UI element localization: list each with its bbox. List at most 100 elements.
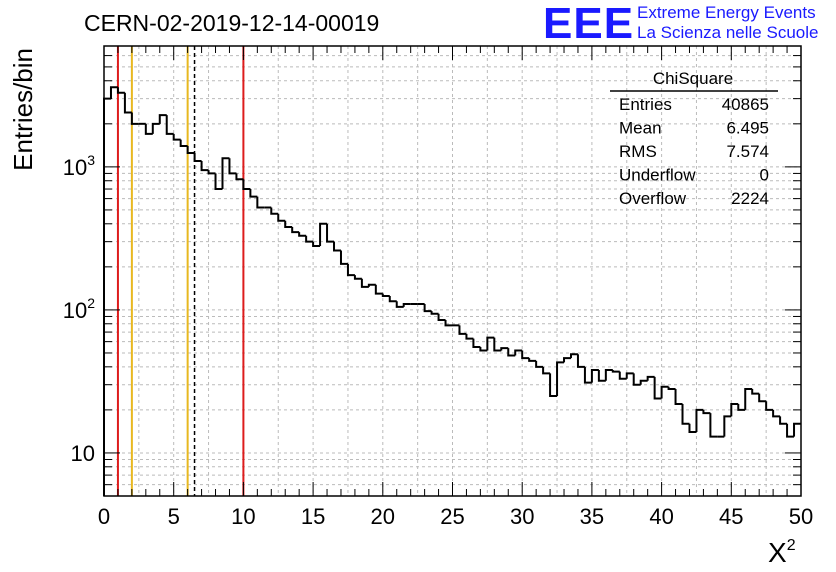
histogram-bin: [388, 296, 397, 303]
histogram-bin: [751, 388, 760, 395]
histogram-bin: [625, 372, 634, 379]
histogram-bin: [500, 347, 509, 351]
histogram-bin: [444, 320, 453, 327]
histogram-bin: [228, 158, 237, 175]
histogram-bin: [221, 157, 230, 190]
histogram-bin: [549, 373, 558, 398]
histogram-bin: [681, 403, 690, 425]
histogram-bin: [556, 361, 565, 397]
y-tick-label-exp: 2: [87, 295, 95, 311]
histogram-bin: [423, 303, 432, 313]
logo-line-2: La Scienza nelle Scuole: [637, 23, 819, 42]
histogram-bin: [284, 220, 293, 228]
x-tick-label: 35: [580, 504, 604, 529]
histogram-bin: [458, 325, 467, 335]
histogram-bin: [583, 366, 592, 384]
histogram-bin: [242, 179, 251, 191]
histogram-bin: [339, 250, 348, 265]
histogram-bin: [103, 97, 111, 496]
histogram-bin: [333, 241, 341, 252]
histogram-bin: [193, 153, 202, 162]
x-tick-label: 20: [371, 504, 395, 529]
x-axis-label-sup: 2: [787, 537, 796, 554]
histogram-bin: [353, 275, 362, 280]
histogram-bin: [611, 370, 620, 373]
histogram-bin: [326, 223, 335, 243]
x-tick-label: 15: [301, 504, 325, 529]
histogram-bin: [165, 115, 174, 135]
stats-row-label: Entries: [619, 95, 672, 114]
histogram-bin: [305, 235, 314, 243]
histogram-bin: [291, 226, 300, 234]
histogram-bin: [381, 293, 390, 298]
histogram-bin: [528, 358, 537, 362]
stats-box: ChiSquare Entries 40865 Mean 6.495 RMS 7.574 U…: [610, 69, 778, 208]
histogram-series: [103, 86, 801, 496]
y-tick-label: 103: [63, 152, 95, 180]
y-tick-label-exp: 3: [87, 152, 95, 168]
histogram-bin: [116, 87, 125, 94]
histogram-bin: [632, 373, 641, 386]
histogram-bin: [521, 350, 530, 360]
x-axis-label-base: X: [768, 537, 787, 568]
histogram-bin: [597, 370, 606, 382]
histogram-bin: [730, 402, 739, 417]
histogram-bin: [214, 173, 223, 191]
logo-line-1: Extreme Energy Events: [637, 3, 816, 22]
y-tick-label: 102: [63, 295, 95, 323]
x-tick-label: 5: [168, 504, 180, 529]
histogram-bin: [235, 173, 244, 181]
x-tick-label: 25: [440, 504, 464, 529]
histogram-bin: [737, 403, 746, 411]
histogram-bin: [660, 385, 669, 399]
histogram-bin: [709, 413, 718, 438]
stats-row-label: Mean: [619, 119, 662, 138]
histogram-bin: [772, 409, 781, 418]
histogram-bin: [395, 301, 404, 308]
histogram-bin: [723, 415, 732, 437]
stats-row-value: 2224: [731, 189, 769, 208]
y-axis-label: Entries/bin: [8, 48, 38, 171]
histogram-bin: [674, 388, 683, 405]
histogram-bin: [200, 160, 209, 172]
histogram-bin: [298, 232, 307, 237]
stats-row-label: Overflow: [619, 189, 687, 208]
histogram-bin: [667, 386, 676, 390]
histogram-bin: [688, 423, 697, 434]
histogram-bin: [486, 336, 495, 351]
histogram-bin: [402, 302, 411, 307]
histogram-bin: [277, 213, 286, 222]
histogram-bin: [360, 278, 369, 288]
histogram-bin: [367, 283, 376, 287]
histogram-bin: [319, 222, 328, 246]
x-tick-label: 45: [719, 504, 743, 529]
x-tick-label: 30: [510, 504, 534, 529]
histogram-bin: [158, 114, 167, 124]
histogram-bin: [765, 401, 774, 411]
histogram-bin: [312, 241, 321, 247]
x-axis: 0 5 10 15 20 25 30 35 40 45 50: [98, 46, 813, 529]
histogram-bin: [123, 92, 132, 114]
histogram-bin: [270, 207, 279, 215]
histogram-bin: [465, 333, 474, 340]
histogram-bin: [744, 387, 753, 410]
histogram-bin: [702, 409, 711, 415]
histogram-bin: [172, 133, 181, 141]
y-tick-label-base: 10: [71, 441, 95, 466]
histogram-bin: [563, 357, 571, 363]
histogram-bin: [604, 369, 613, 381]
threshold-lines: [116, 46, 245, 496]
histogram-bin: [144, 123, 153, 135]
x-axis-label: X2: [768, 537, 796, 568]
stats-row-label: RMS: [619, 142, 657, 161]
histogram-bin: [639, 379, 648, 385]
histogram-bin: [207, 170, 216, 175]
stats-row-value: 6.495: [726, 119, 769, 138]
histogram-bin: [514, 349, 523, 356]
y-tick-label: 10: [71, 441, 95, 466]
histogram-bin: [507, 348, 516, 357]
histogram-bin: [542, 366, 551, 375]
y-tick-label-base: 10: [63, 298, 87, 323]
